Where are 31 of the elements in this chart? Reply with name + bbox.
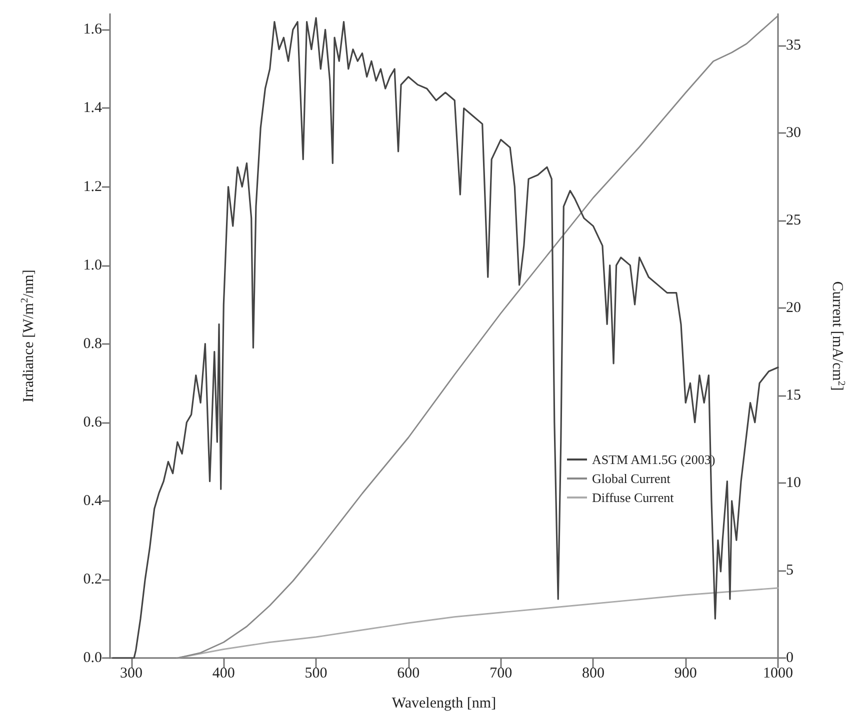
y-tick-label: 0.6: [83, 414, 102, 430]
y2-tick-label: 35: [786, 38, 801, 54]
y2-axis-title: Current [mA/cm2]: [829, 281, 846, 391]
y-tick-label: 0.8: [83, 336, 102, 352]
x-tick-label: 900: [674, 666, 697, 682]
y-axis-title: Irradiance [W/m2/nm]: [20, 270, 37, 402]
x-tick-label: 600: [397, 666, 420, 682]
y-tick-label: 1.0: [83, 257, 102, 274]
y-tick-label: 1.4: [83, 100, 102, 116]
y-tick-label: 0.0: [83, 650, 102, 666]
y-tick-label: 0.4: [83, 492, 102, 509]
y-tick-label: 1.2: [83, 178, 102, 195]
y2-tick-label: 25: [786, 212, 801, 228]
y2-tick-label: 20: [786, 300, 801, 316]
x-tick-label: 300: [120, 666, 142, 682]
y-tick-label: 0.2: [83, 571, 102, 588]
y2-tick-label: 15: [786, 388, 801, 404]
line-series: [176, 587, 779, 659]
x-tick-label: 800: [582, 666, 604, 682]
x-axis-title: Wavelength [nm]: [392, 696, 496, 712]
y-tick-label: 1.6: [83, 22, 102, 38]
legend-label: Global Current: [592, 471, 671, 486]
y2-tick-label: 30: [786, 125, 801, 141]
x-tick-label: 700: [490, 666, 512, 682]
x-tick-label: 400: [212, 666, 235, 682]
x-tick-label: 1000: [763, 666, 793, 682]
legend-label: Diffuse Current: [592, 490, 674, 505]
y2-tick-label: 0: [786, 650, 794, 666]
y2-tick-label: 10: [786, 475, 801, 491]
x-tick-label: 500: [304, 666, 328, 682]
y2-tick-label: 5: [786, 562, 794, 578]
